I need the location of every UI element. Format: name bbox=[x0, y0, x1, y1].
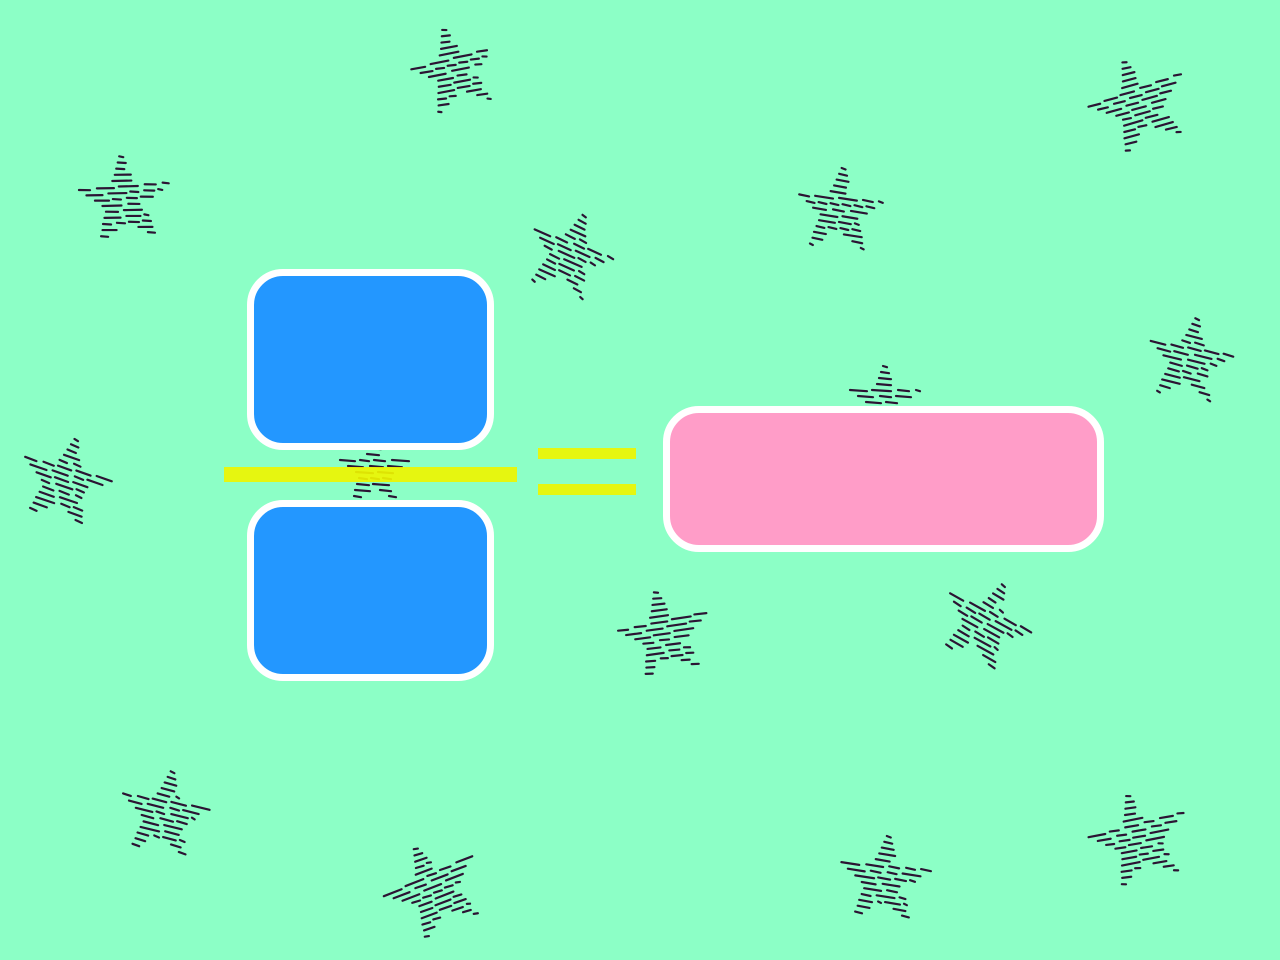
hatched-star-icon bbox=[798, 166, 884, 251]
hatched-star-icon bbox=[616, 591, 708, 675]
hatched-star-icon bbox=[382, 847, 479, 938]
hatched-star-icon bbox=[1087, 61, 1183, 152]
hatched-star-icon bbox=[77, 155, 170, 238]
hatched-star-icon bbox=[840, 834, 933, 919]
equals-sign-top-line bbox=[538, 448, 636, 459]
hatched-star-icon bbox=[122, 770, 211, 856]
hatched-star-icon bbox=[945, 583, 1033, 670]
hatched-star-icon bbox=[1149, 317, 1235, 403]
hatched-star-icon bbox=[531, 213, 615, 301]
fraction-bar bbox=[224, 467, 517, 482]
hatched-star-icon bbox=[1087, 794, 1185, 886]
answer-box[interactable] bbox=[663, 406, 1104, 552]
equals-sign-bottom-line bbox=[538, 484, 636, 495]
hatched-star-icon bbox=[24, 437, 113, 525]
numerator-box[interactable] bbox=[247, 269, 494, 450]
denominator-box[interactable] bbox=[247, 500, 494, 681]
hatched-star-icon bbox=[410, 28, 492, 114]
